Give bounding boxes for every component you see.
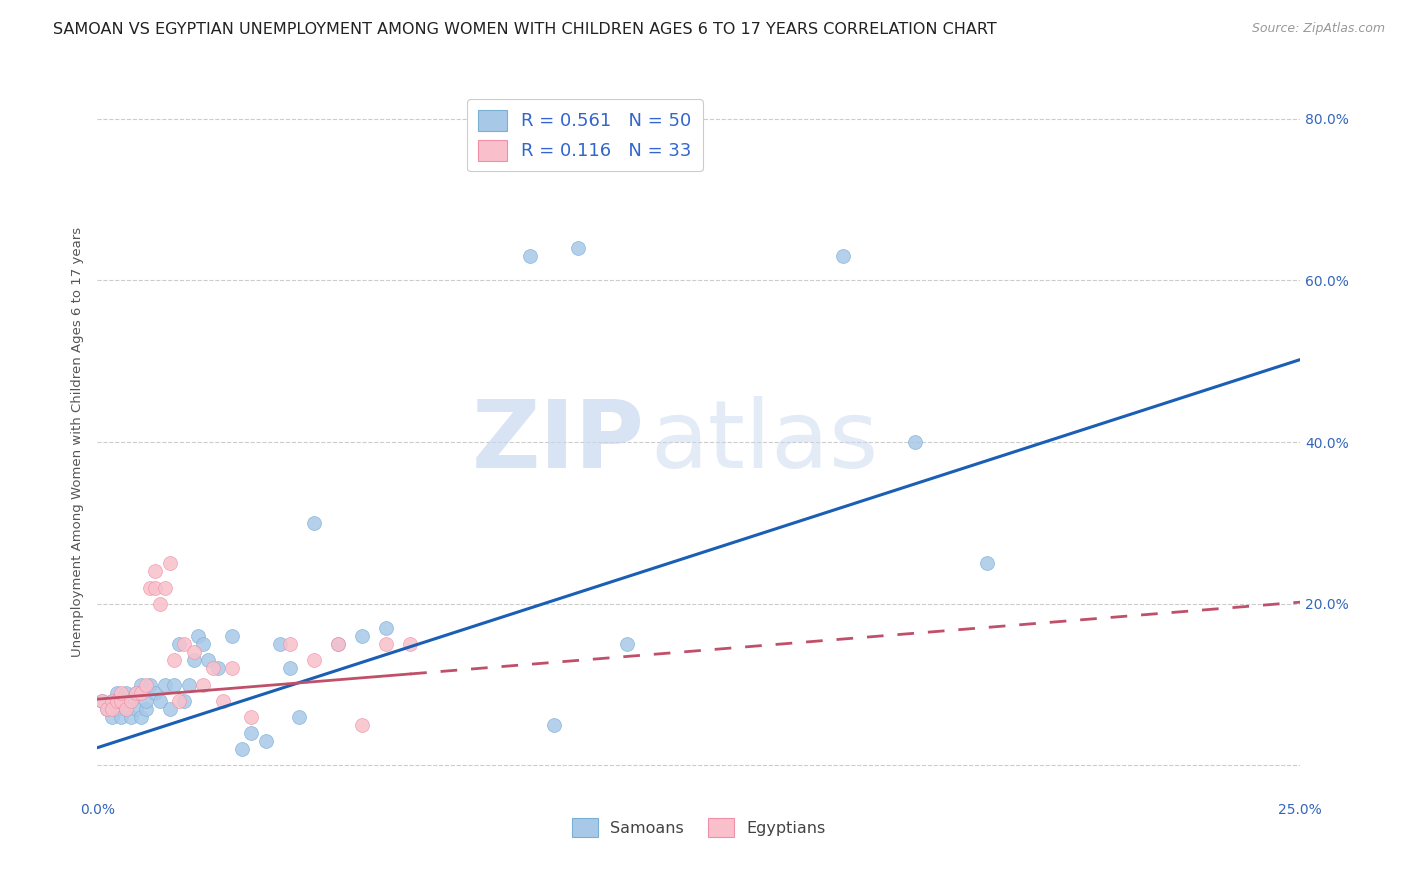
- Point: [91, 694, 114, 708]
- Point: [101, 710, 124, 724]
- Point: [399, 637, 422, 651]
- Point: [110, 694, 132, 708]
- Point: [153, 678, 176, 692]
- Point: [129, 686, 152, 700]
- Point: [120, 710, 142, 724]
- Point: [254, 734, 277, 748]
- Point: [129, 710, 152, 724]
- Point: [105, 702, 128, 716]
- Point: [278, 637, 301, 651]
- Point: [96, 702, 118, 716]
- Point: [110, 694, 132, 708]
- Point: [125, 686, 148, 700]
- Point: [110, 710, 132, 724]
- Text: SAMOAN VS EGYPTIAN UNEMPLOYMENT AMONG WOMEN WITH CHILDREN AGES 6 TO 17 YEARS COR: SAMOAN VS EGYPTIAN UNEMPLOYMENT AMONG WO…: [53, 22, 997, 37]
- Point: [149, 597, 172, 611]
- Point: [302, 516, 325, 530]
- Point: [163, 653, 186, 667]
- Point: [197, 653, 219, 667]
- Point: [326, 637, 349, 651]
- Point: [231, 742, 253, 756]
- Point: [302, 653, 325, 667]
- Point: [269, 637, 291, 651]
- Point: [153, 581, 176, 595]
- Point: [183, 653, 205, 667]
- Point: [163, 678, 186, 692]
- Point: [326, 637, 349, 651]
- Point: [159, 702, 181, 716]
- Point: [96, 702, 118, 716]
- Y-axis label: Unemployment Among Women with Children Ages 6 to 17 years: Unemployment Among Women with Children A…: [72, 227, 84, 657]
- Point: [120, 694, 142, 708]
- Point: [149, 694, 172, 708]
- Point: [110, 686, 132, 700]
- Text: atlas: atlas: [651, 396, 879, 488]
- Point: [350, 718, 373, 732]
- Point: [240, 726, 263, 740]
- Point: [115, 686, 138, 700]
- Point: [143, 581, 166, 595]
- Point: [135, 678, 157, 692]
- Point: [173, 637, 195, 651]
- Point: [135, 694, 157, 708]
- Point: [139, 678, 162, 692]
- Point: [350, 629, 373, 643]
- Point: [115, 702, 138, 716]
- Point: [616, 637, 638, 651]
- Point: [193, 637, 215, 651]
- Point: [976, 557, 998, 571]
- Text: Source: ZipAtlas.com: Source: ZipAtlas.com: [1251, 22, 1385, 36]
- Point: [183, 645, 205, 659]
- Point: [139, 581, 162, 595]
- Point: [129, 678, 152, 692]
- Legend: Samoans, Egyptians: Samoans, Egyptians: [565, 812, 832, 843]
- Point: [125, 702, 148, 716]
- Point: [288, 710, 311, 724]
- Point: [167, 694, 190, 708]
- Point: [101, 694, 124, 708]
- Point: [105, 694, 128, 708]
- Point: [187, 629, 209, 643]
- Point: [193, 678, 215, 692]
- Point: [832, 249, 855, 263]
- Point: [519, 249, 541, 263]
- Point: [159, 557, 181, 571]
- Point: [101, 702, 124, 716]
- Point: [375, 621, 398, 635]
- Point: [221, 629, 243, 643]
- Point: [201, 661, 224, 675]
- Text: ZIP: ZIP: [472, 396, 644, 488]
- Point: [240, 710, 263, 724]
- Point: [278, 661, 301, 675]
- Point: [173, 694, 195, 708]
- Point: [543, 718, 565, 732]
- Point: [91, 694, 114, 708]
- Point: [567, 241, 589, 255]
- Point: [105, 686, 128, 700]
- Point: [207, 661, 229, 675]
- Point: [143, 565, 166, 579]
- Point: [211, 694, 233, 708]
- Point: [101, 694, 124, 708]
- Point: [120, 694, 142, 708]
- Point: [177, 678, 200, 692]
- Point: [143, 686, 166, 700]
- Point: [115, 702, 138, 716]
- Point: [167, 637, 190, 651]
- Point: [375, 637, 398, 651]
- Point: [904, 435, 927, 450]
- Point: [125, 686, 148, 700]
- Point: [221, 661, 243, 675]
- Point: [135, 702, 157, 716]
